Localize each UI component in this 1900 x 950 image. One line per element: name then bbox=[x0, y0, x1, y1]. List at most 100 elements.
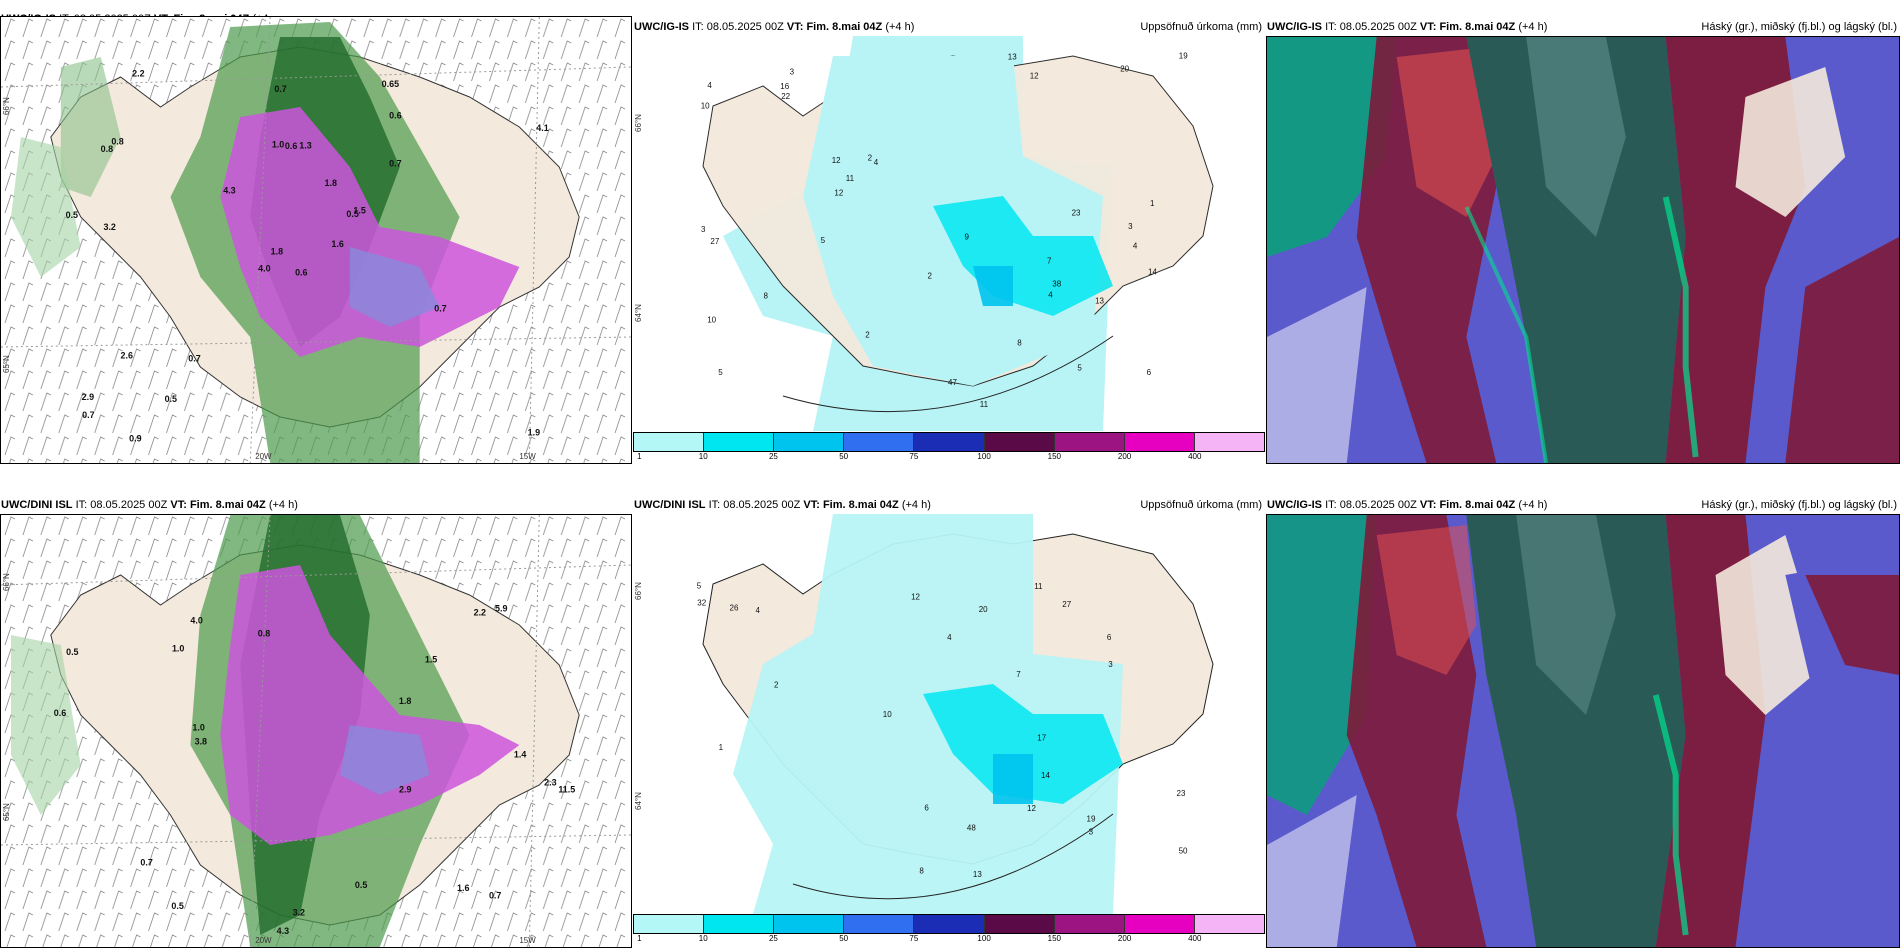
value-label: 3 bbox=[1089, 828, 1094, 837]
vt-label: VT: bbox=[786, 21, 804, 33]
colorbar-tick-label: 1 bbox=[637, 452, 642, 461]
wind-precip-map: 66°N 65°N 20W 15W 0.5 1.0 1.8 3.2 2.2 4.3 2.9 3… bbox=[1, 515, 631, 947]
lat-label: 66°N bbox=[634, 114, 643, 132]
colorbar-tick-label: 1 bbox=[637, 934, 642, 943]
value-label: 12 bbox=[911, 593, 920, 602]
value-label: 27 bbox=[1062, 600, 1071, 609]
colorbar-swatch bbox=[984, 433, 1055, 451]
value-label: 1 bbox=[719, 743, 724, 752]
colorbar-swatch bbox=[634, 433, 705, 451]
lat-label: 66°N bbox=[2, 97, 11, 115]
value-label: 19 bbox=[1087, 814, 1096, 823]
colorbar-tick-label: 150 bbox=[1047, 452, 1062, 461]
value-label: 12 bbox=[1030, 71, 1039, 80]
value-label: 0.5 bbox=[355, 880, 367, 890]
lead-time: (+4 h) bbox=[901, 499, 931, 511]
valid-time: Fim. 8.mai 04Z bbox=[806, 21, 883, 33]
init-time: 08.05.2025 00Z bbox=[1339, 499, 1417, 511]
value-label: 0.7 bbox=[188, 354, 200, 364]
lon-label: 20W bbox=[255, 936, 272, 945]
precip-colorbar bbox=[633, 432, 1265, 452]
panel-title: UWC/DINI ISL IT: 08.05.2025 00Z VT: Fim.… bbox=[634, 498, 1262, 512]
value-label: 0.8 bbox=[258, 628, 270, 638]
value-label: 2.9 bbox=[399, 784, 411, 794]
value-label: 0.7 bbox=[82, 410, 94, 420]
value-label: 48 bbox=[967, 823, 976, 832]
value-label: 5 bbox=[1077, 364, 1082, 373]
panel-title: UWC/IG-IS IT: 08.05.2025 00Z VT: Fim. 8.… bbox=[634, 20, 1262, 34]
value-label: 5.9 bbox=[495, 603, 507, 613]
accum-precip-map: 66°N 64°N 435681213112119201726502723124… bbox=[633, 514, 1265, 914]
model-name: UWC/DINI ISL bbox=[1, 499, 73, 511]
lat-label: 65°N bbox=[2, 355, 11, 373]
value-label: 0.5 bbox=[171, 901, 183, 911]
value-label: 2.6 bbox=[121, 350, 133, 360]
valid-time: Fim. 8.mai 04Z bbox=[189, 499, 266, 511]
value-label: 1.8 bbox=[399, 696, 411, 706]
value-label: 0.65 bbox=[382, 79, 399, 89]
value-label: 0.5 bbox=[66, 647, 78, 657]
colorbar-swatch bbox=[1194, 433, 1264, 451]
value-label: 17 bbox=[1037, 733, 1046, 742]
value-label: 1.3 bbox=[299, 141, 311, 151]
it-label: IT: bbox=[1325, 499, 1337, 511]
value-label: 5 bbox=[697, 582, 702, 591]
init-time: 08.05.2025 00Z bbox=[90, 499, 168, 511]
value-label: 10 bbox=[701, 102, 710, 111]
colorbar-swatch bbox=[844, 433, 915, 451]
value-label: 1.0 bbox=[272, 140, 284, 150]
value-label: 12 bbox=[832, 156, 841, 165]
value-label: 1.4 bbox=[514, 750, 526, 760]
value-label: 10 bbox=[707, 316, 716, 325]
value-label: 8 bbox=[919, 866, 924, 875]
init-time: 08.05.2025 00Z bbox=[1339, 21, 1417, 33]
panel-field-name: Háský (gr.), miðský (fj.bl.) og lágský (… bbox=[1701, 21, 1897, 33]
precip-value-labels: 0.60.81.82.90.50.70.651.30.61.62.21.93.2… bbox=[66, 68, 549, 443]
value-label: 5 bbox=[821, 236, 826, 245]
value-label: 2.2 bbox=[132, 68, 144, 78]
lon-label: 15W bbox=[519, 452, 536, 461]
colorbar-tick-label: 400 bbox=[1188, 934, 1202, 943]
value-label: 4 bbox=[947, 633, 952, 642]
value-label: 0.8 bbox=[111, 136, 123, 146]
value-label: 5 bbox=[718, 368, 723, 377]
value-label: 0.8 bbox=[101, 144, 113, 154]
panel-ig-wind-precip: UWC/IG-IS IT: 08.05.2025 00Z VT: Fim. 8.… bbox=[0, 10, 632, 465]
map-area: 66°N 65°N 20W 15W 0.6 0.8 1.8 2.9 0.5 0.7 0.65… bbox=[0, 16, 632, 464]
lead-time: (+4 h) bbox=[268, 499, 298, 511]
cloud-cover-map bbox=[1267, 515, 1899, 947]
value-label: 1.5 bbox=[353, 206, 365, 216]
value-label: 3.2 bbox=[293, 908, 305, 918]
vt-label: VT: bbox=[1419, 499, 1437, 511]
value-label: 0.5 bbox=[165, 394, 177, 404]
value-label: 11 bbox=[1034, 582, 1043, 591]
model-name: UWC/IG-IS bbox=[634, 21, 689, 33]
value-label: 4 bbox=[1133, 241, 1138, 250]
model-name: UWC/DINI ISL bbox=[634, 499, 706, 511]
valid-time: Fim. 8.mai 04Z bbox=[822, 499, 899, 511]
value-label: 20 bbox=[1120, 65, 1129, 74]
value-label: 2.3 bbox=[544, 778, 556, 788]
panel-ig-accum-precip: UWC/IG-IS IT: 08.05.2025 00Z VT: Fim. 8.… bbox=[633, 10, 1265, 465]
colorbar-tick-label: 200 bbox=[1117, 452, 1132, 461]
map-area bbox=[1266, 36, 1900, 464]
panel-title: UWC/DINI ISL IT: 08.05.2025 00Z VT: Fim.… bbox=[1, 498, 629, 512]
valid-time: Fim. 8.mai 04Z bbox=[1439, 21, 1516, 33]
it-label: IT: bbox=[75, 499, 88, 511]
colorbar-tick-label: 400 bbox=[1188, 452, 1202, 461]
colorbar-tick-label: 50 bbox=[839, 452, 849, 461]
colorbar-swatch bbox=[914, 433, 985, 451]
value-label: 4 bbox=[707, 81, 712, 90]
value-label: 12 bbox=[1027, 804, 1036, 813]
lead-time: (+4 h) bbox=[885, 21, 915, 33]
colorbar-tick-label: 100 bbox=[977, 452, 991, 461]
value-label: 32 bbox=[697, 599, 706, 608]
value-label: 26 bbox=[730, 603, 739, 612]
value-label: 0.6 bbox=[285, 141, 297, 151]
colorbar-swatch bbox=[1054, 915, 1125, 933]
value-label: 4.0 bbox=[190, 615, 202, 625]
value-label: 38 bbox=[1052, 280, 1061, 289]
cloud-cover-map bbox=[1267, 37, 1899, 463]
panel-title: UWC/IG-IS IT: 08.05.2025 00Z VT: Fim. 8.… bbox=[1267, 20, 1897, 34]
value-label: 4.0 bbox=[258, 264, 270, 274]
